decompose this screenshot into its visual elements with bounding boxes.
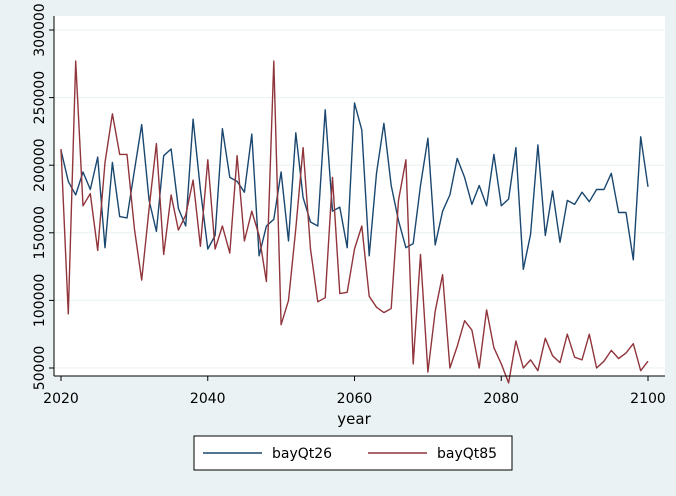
legend-label-bayQt85: bayQt85 [437, 446, 497, 462]
y-tick-label: 50000 [32, 346, 48, 391]
series-line-bayQt85 [60, 60, 649, 384]
legend-label-bayQt26: bayQt26 [272, 446, 332, 462]
y-tick-label: 200000 [32, 138, 48, 191]
x-tick-label: 2080 [483, 391, 519, 407]
series-line-bayQt26 [60, 102, 649, 270]
legend: bayQt26 bayQt85 [193, 435, 513, 471]
x-tick-label: 2040 [190, 391, 226, 407]
x-tick-label: 2060 [337, 391, 373, 407]
x-tick-label: 2100 [630, 391, 666, 407]
axes: 50000 100000 150000 200000 250000 300000 2020 2… [32, 3, 666, 407]
y-tick-label: 250000 [32, 71, 48, 124]
series-lines [60, 60, 649, 384]
plot-background [54, 16, 665, 376]
y-tick-label: 100000 [32, 274, 48, 327]
y-tick-label: 150000 [32, 206, 48, 259]
x-tick-label: 2020 [43, 391, 79, 407]
y-tick-label: 300000 [32, 3, 48, 56]
x-axis-title: year [337, 410, 371, 428]
